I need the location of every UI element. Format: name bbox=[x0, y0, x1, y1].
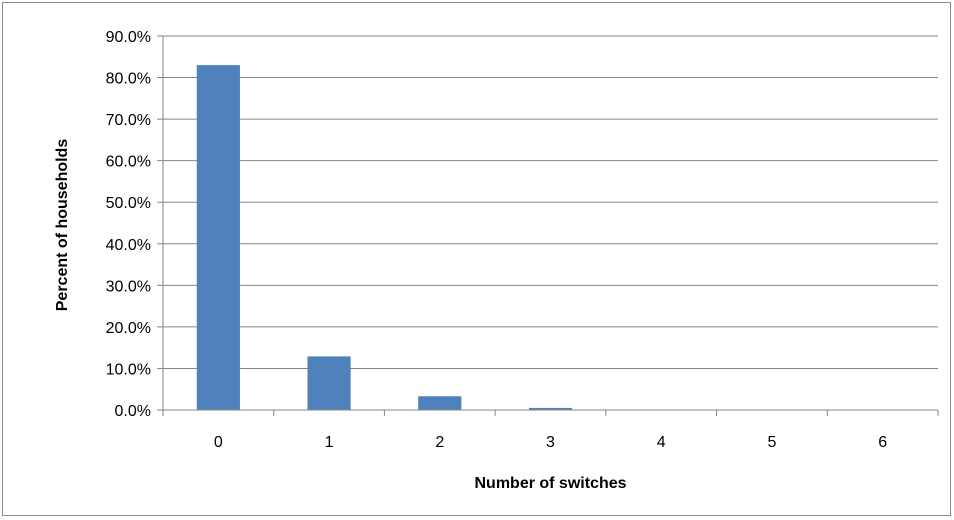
bars bbox=[196, 65, 905, 410]
y-tick-label: 60.0% bbox=[106, 154, 151, 171]
y-tick-label: 70.0% bbox=[106, 112, 151, 129]
y-tick-label: 50.0% bbox=[106, 195, 151, 212]
x-tick-label: 4 bbox=[657, 434, 666, 451]
y-tick-label: 90.0% bbox=[106, 29, 151, 46]
bar-1 bbox=[307, 356, 351, 410]
axes bbox=[157, 35, 939, 416]
y-tick-label: 0.0% bbox=[115, 403, 151, 420]
y-tick-label: 20.0% bbox=[106, 320, 151, 337]
x-tick-label: 5 bbox=[767, 434, 776, 451]
x-tick-label: 6 bbox=[878, 434, 887, 451]
grid-lines bbox=[163, 35, 938, 369]
x-axis-title: Number of switches bbox=[474, 475, 626, 492]
y-axis-title: Percent of households bbox=[54, 139, 71, 312]
bar-0 bbox=[196, 65, 240, 410]
x-tick-label: 3 bbox=[546, 434, 555, 451]
y-tick-label: 40.0% bbox=[106, 237, 151, 254]
tick-labels: 0.0% 10.0% 20.0% 30.0% 40.0% 50.0% 60.0% 70.0% 8… bbox=[106, 29, 888, 451]
y-tick-label: 30.0% bbox=[106, 278, 151, 295]
bar-3 bbox=[528, 407, 573, 410]
y-tick-label: 10.0% bbox=[106, 361, 151, 378]
x-tick-label: 1 bbox=[325, 434, 334, 451]
x-tick-label: 2 bbox=[435, 434, 444, 451]
bar-2 bbox=[418, 396, 462, 410]
x-tick-label: 0 bbox=[214, 434, 223, 451]
y-tick-label: 80.0% bbox=[106, 71, 151, 88]
